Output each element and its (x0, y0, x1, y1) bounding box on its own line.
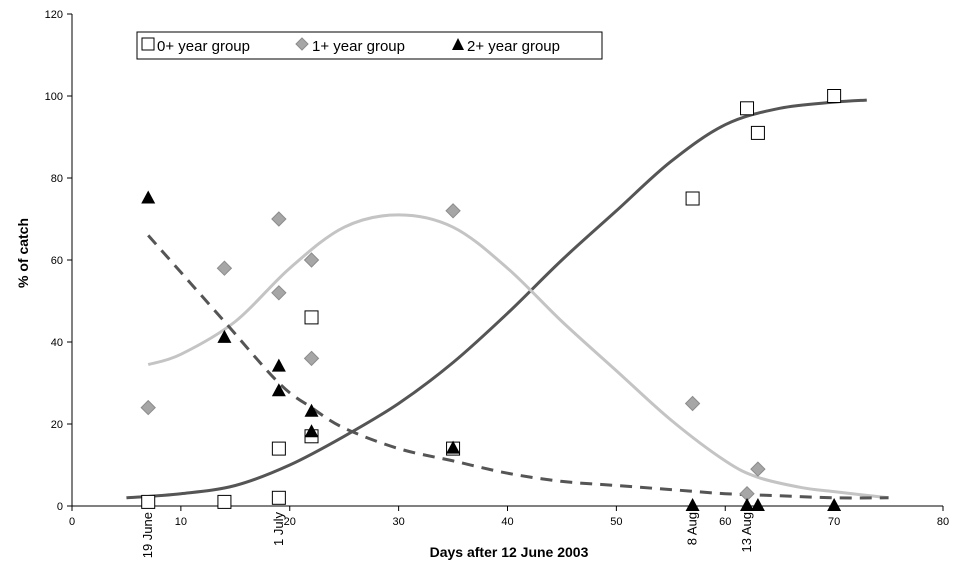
marker-1plus-point (140, 399, 156, 416)
marker-2plus-point (685, 498, 700, 511)
marker-2plus-point (217, 329, 232, 343)
marker-0plus-point (685, 191, 700, 206)
legend: 0+ year group 1+ year group 2+ year grou… (136, 31, 603, 60)
marker-2plus-point (750, 498, 765, 511)
y-tick-label: 120 (45, 9, 63, 21)
x-ticks: 0 10 20 30 40 50 60 70 80 (69, 506, 949, 528)
x-tick-label: 40 (501, 516, 513, 528)
trend-line-0 (126, 98, 867, 500)
trend-lines (126, 98, 889, 500)
x-tick-label: 30 (393, 516, 405, 528)
legend-box (136, 31, 603, 60)
marker-2plus-point (827, 498, 842, 511)
legend-label-1plus: 1+ year group (312, 38, 405, 55)
marker-0plus-point (271, 441, 286, 456)
y-tick-label: 100 (45, 91, 63, 103)
y-tick-label: 20 (51, 419, 63, 431)
marker-1plus-point (271, 211, 287, 227)
x-tick-label: 70 (828, 516, 840, 528)
marker-2plus-point (141, 190, 156, 204)
trend-line-1 (147, 213, 889, 500)
marker-0plus-point (304, 310, 319, 325)
marker-2plus-point (446, 440, 461, 454)
x-tick-label: 10 (175, 516, 187, 528)
marker-2plus-point (271, 358, 286, 372)
date-label: 8 Aug (685, 512, 700, 545)
marker-0plus-point (141, 494, 156, 509)
marker-2plus-point (304, 403, 319, 417)
x-tick-label: 60 (719, 516, 731, 528)
marker-1plus-point (271, 285, 287, 301)
legend-label-0plus: 0+ year group (157, 38, 250, 55)
y-axis-title: % of catch (15, 218, 31, 288)
legend-marker-0plus-square-icon (141, 37, 155, 51)
marker-0plus-point (271, 490, 286, 505)
date-label: 1 July (271, 512, 286, 546)
marker-1plus-point (684, 395, 701, 412)
date-label: 13 Aug (739, 512, 754, 553)
x-tick-label: 50 (610, 516, 622, 528)
marker-0plus-point (750, 125, 765, 140)
x-tick-label: 80 (937, 516, 949, 528)
legend-marker-1plus-diamond-icon (295, 37, 309, 51)
x-tick-label: 20 (284, 516, 296, 528)
y-tick-label: 60 (51, 255, 63, 267)
legend-label-2plus: 2+ year group (467, 38, 560, 55)
marker-2plus-point (304, 424, 319, 438)
marker-0plus-point (827, 89, 842, 103)
x-tick-label: 0 (69, 516, 75, 528)
axes (71, 14, 943, 507)
date-labels: 19 June 1 July 8 Aug 13 Aug (140, 512, 754, 559)
marker-1plus-point (303, 252, 320, 268)
marker-1plus-point (750, 461, 766, 477)
marker-1plus-point (445, 203, 461, 219)
marker-2plus-point (271, 383, 286, 397)
marker-1plus-point (303, 350, 320, 367)
y-ticks: 0 20 40 60 80 100 120 (45, 9, 72, 513)
trend-line-2 (147, 234, 889, 500)
date-label: 19 June (140, 512, 155, 558)
legend-marker-2plus-triangle-icon (452, 38, 464, 50)
y-tick-label: 80 (51, 173, 63, 185)
x-axis-title: Days after 12 June 2003 (430, 544, 589, 560)
marker-2plus-point (740, 498, 755, 511)
y-tick-label: 40 (51, 337, 63, 349)
y-tick-label: 0 (57, 501, 63, 513)
marker-1plus-point (216, 260, 233, 276)
markers (140, 89, 842, 511)
marker-0plus-point (217, 494, 232, 509)
marker-0plus-point (740, 101, 755, 116)
